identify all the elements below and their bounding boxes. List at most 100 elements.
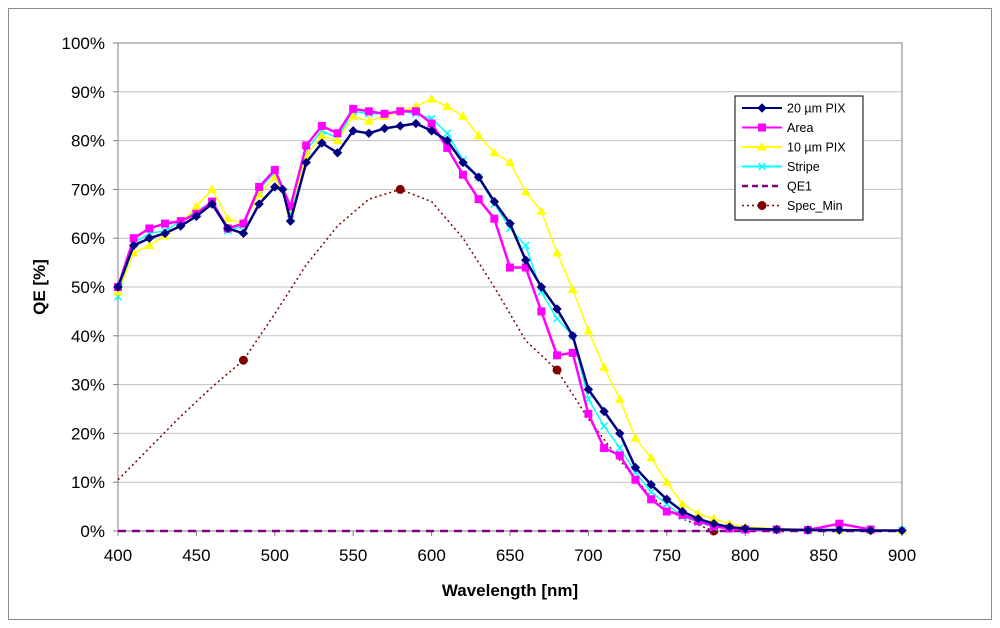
data-point: [207, 199, 217, 209]
data-point: [600, 444, 609, 453]
legend-item-10-m-pix: 10 µm PIX: [742, 141, 846, 155]
data-point: [128, 240, 139, 251]
data-point: [191, 201, 202, 210]
legend-marker: [757, 141, 767, 151]
data-point: [647, 495, 656, 504]
legend-box: [734, 95, 864, 221]
data-point: [646, 479, 656, 490]
x-tick-label: 750: [653, 546, 681, 565]
data-point: [489, 196, 500, 207]
x-tick-label: 600: [417, 546, 445, 565]
y-tick-label: 10%: [71, 473, 105, 492]
data-point: [771, 524, 782, 535]
data-point: [615, 444, 624, 453]
legend-marker: [758, 123, 766, 132]
data-point: [583, 325, 594, 335]
data-point: [411, 107, 420, 116]
data-point: [332, 148, 343, 158]
data-point: [834, 525, 844, 535]
data-point: [145, 224, 154, 233]
x-axis-title: Wavelength [nm]: [442, 581, 578, 600]
data-point: [536, 282, 547, 292]
series-20-m-pix: [113, 118, 907, 536]
x-tick-label: 900: [888, 546, 916, 565]
data-point: [458, 170, 467, 179]
data-point: [615, 451, 624, 460]
legend-item-spec-min: Spec_Min: [742, 199, 843, 213]
data-point: [144, 233, 155, 243]
data-point: [426, 94, 437, 103]
data-point: [317, 138, 327, 148]
y-tick-label: 30%: [71, 376, 105, 395]
data-point: [285, 216, 296, 226]
legend-item-area: Area: [742, 121, 813, 135]
data-point: [599, 406, 609, 417]
data-point: [380, 109, 389, 118]
data-point: [222, 213, 233, 223]
data-point: [473, 172, 484, 182]
data-point: [333, 129, 342, 138]
legend-marker: [757, 201, 767, 210]
data-point: [647, 487, 656, 496]
y-tick-label: 80%: [71, 132, 105, 151]
y-axis-title: QE [%]: [30, 259, 49, 315]
data-point: [348, 111, 359, 120]
data-point: [536, 206, 547, 215]
legend-marker: [757, 103, 767, 113]
x-tick-label: 550: [339, 546, 367, 565]
data-point: [520, 255, 531, 265]
series-line: [117, 98, 902, 532]
data-point: [379, 123, 390, 134]
x-tick-label: 400: [104, 546, 132, 565]
y-tick-label: 20%: [71, 424, 105, 443]
data-point: [364, 116, 374, 125]
y-tick-label: 40%: [71, 327, 105, 346]
legend-label: Spec_Min: [787, 199, 843, 213]
data-point: [553, 314, 562, 323]
data-point: [223, 223, 233, 234]
data-point: [301, 157, 311, 168]
data-point: [443, 129, 452, 138]
data-point: [302, 141, 311, 150]
data-point: [489, 147, 500, 157]
x-tick-label: 700: [574, 546, 602, 565]
data-point: [662, 494, 672, 504]
data-point: [160, 228, 170, 239]
legend-label: QE1: [787, 180, 812, 194]
data-point: [474, 195, 483, 204]
data-point: [897, 525, 907, 536]
data-point: [411, 118, 421, 129]
data-point: [630, 462, 641, 473]
legend-label: Area: [787, 121, 813, 135]
data-point: [584, 409, 593, 418]
data-point: [442, 135, 452, 146]
data-point: [396, 107, 405, 116]
data-point: [364, 107, 373, 116]
legend-label: Stripe: [787, 160, 820, 174]
data-point: [238, 228, 249, 239]
data-point: [724, 522, 735, 532]
data-point: [552, 247, 562, 257]
data-point: [600, 422, 609, 431]
data-point: [709, 518, 719, 529]
data-point: [364, 128, 374, 138]
series-layer: [113, 94, 907, 536]
data-point: [520, 186, 531, 196]
y-axis-ticks: 0% 10% 20% 30% 40% 50% 60% 70% 80% 90% 100%: [62, 34, 118, 541]
data-point: [615, 428, 625, 439]
data-point: [661, 477, 672, 486]
x-tick-label: 850: [809, 546, 837, 565]
data-point: [521, 241, 530, 250]
data-point: [630, 433, 641, 442]
data-point: [348, 126, 358, 136]
x-axis-ticks: 400 450 500 550 600 650 700 750 800 850 900: [104, 531, 916, 565]
x-tick-label: 450: [182, 546, 210, 565]
y-tick-label: 100%: [62, 34, 105, 53]
data-point: [631, 475, 640, 484]
data-point: [207, 184, 217, 193]
legend-item-stripe: Stripe: [742, 160, 820, 174]
data-point: [270, 182, 280, 192]
series-line: [117, 188, 715, 532]
y-tick-label: 70%: [71, 180, 105, 199]
